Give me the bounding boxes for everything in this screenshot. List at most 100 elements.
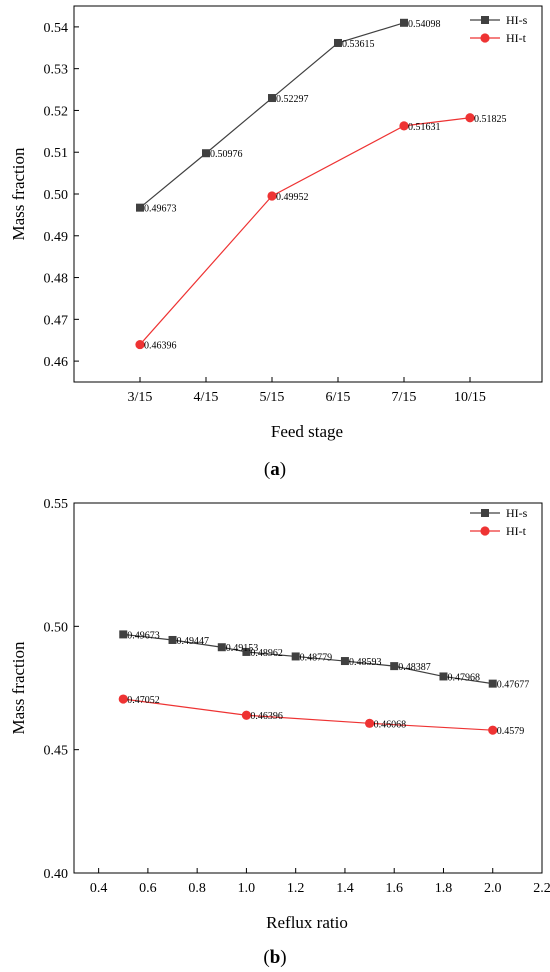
- data-point-hi-s: [291, 652, 300, 661]
- data-point-hi-s: [488, 679, 497, 688]
- chart-a-data-labels: 0.49673 0.50976 0.52297 0.53615 0.54098 0.463…: [144, 19, 507, 352]
- data-label: 0.49447: [177, 636, 210, 647]
- x-tick-label: 6/15: [326, 390, 351, 405]
- data-label: 0.49673: [144, 204, 177, 215]
- data-label: 0.48779: [300, 652, 333, 663]
- data-point-hi-s: [268, 94, 276, 103]
- series-line-hi-s: [139, 22, 405, 209]
- legend-label-hi-s: HI-s: [506, 506, 528, 520]
- chart-a-caption: (a): [264, 459, 286, 480]
- x-tick-label: 0.8: [188, 881, 206, 896]
- y-tick-label: 0.46: [44, 355, 69, 370]
- data-label: 0.48962: [250, 648, 283, 659]
- legend-marker-hi-t: [480, 526, 490, 536]
- data-point-hi-s: [242, 647, 251, 656]
- y-tick-label: 0.40: [44, 867, 69, 882]
- chart-a-legend: HI-s HI-t: [470, 13, 528, 45]
- chart-b-x-axis-title: Reflux ratio: [266, 913, 348, 932]
- data-label: 0.50976: [210, 149, 243, 160]
- chart-b-y-axis-title: Mass fraction: [9, 641, 28, 735]
- y-tick-label: 0.50: [44, 620, 69, 635]
- data-point-hi-t: [488, 725, 498, 735]
- data-point-hi-t: [118, 694, 128, 704]
- data-point-hi-s: [217, 643, 226, 652]
- chart-b-legend: HI-s HI-t: [470, 506, 528, 538]
- chart-a-x-axis-title: Feed stage: [271, 422, 343, 441]
- chart-b-y-ticks: 0.40 0.45 0.50 0.55: [44, 497, 79, 882]
- legend-marker-hi-s: [481, 509, 489, 517]
- data-label: 0.51825: [474, 114, 507, 125]
- chart-a: 0.46 0.47 0.48 0.49 0.50 0.51 0.52 0.53 0.54 3/1…: [9, 5, 543, 480]
- chart-a-series: [135, 18, 475, 350]
- data-label: 0.48387: [398, 662, 431, 673]
- y-tick-label: 0.49: [44, 230, 69, 245]
- data-label: 0.49952: [276, 192, 309, 203]
- data-point-hi-s: [340, 657, 349, 666]
- chart-a-y-axis-title: Mass fraction: [9, 147, 28, 241]
- x-tick-label: 1.8: [435, 881, 453, 896]
- y-tick-label: 0.45: [44, 744, 69, 759]
- data-label: 0.53615: [342, 39, 375, 50]
- x-tick-label: 7/15: [392, 390, 417, 405]
- data-point-hi-s: [136, 203, 144, 212]
- x-tick-label: 0.6: [139, 881, 157, 896]
- data-label: 0.51631: [408, 122, 441, 133]
- legend-label-hi-t: HI-t: [506, 524, 527, 538]
- data-label: 0.52297: [276, 94, 309, 105]
- data-label: 0.4579: [497, 726, 524, 737]
- data-label: 0.46068: [374, 719, 407, 730]
- x-tick-label: 1.0: [238, 881, 256, 896]
- x-tick-label: 1.2: [287, 881, 305, 896]
- chart-b-series: [118, 630, 498, 735]
- y-tick-label: 0.47: [44, 313, 69, 328]
- data-point-hi-s: [168, 635, 177, 644]
- data-point-hi-t: [399, 121, 409, 131]
- data-point-hi-t: [135, 339, 145, 350]
- chart-b-plot-frame: [73, 502, 543, 874]
- chart-a-x-ticks: 3/15 4/15 5/15 6/15 7/15 10/15: [128, 377, 486, 405]
- chart-b-caption: (b): [263, 947, 286, 968]
- data-label: 0.54098: [408, 19, 441, 30]
- data-label: 0.47052: [127, 695, 159, 706]
- legend-label-hi-t: HI-t: [506, 31, 527, 45]
- x-tick-label: 5/15: [260, 390, 285, 405]
- data-point-hi-t: [267, 191, 277, 201]
- data-point-hi-s: [400, 18, 408, 27]
- legend-marker-hi-s: [481, 16, 489, 24]
- data-label: 0.48593: [349, 657, 382, 668]
- y-tick-label: 0.50: [44, 188, 69, 203]
- x-tick-label: 4/15: [194, 390, 219, 405]
- chart-b: 0.40 0.45 0.50 0.55 0.4 0.6 0.8 1.0 1.2 1.4 1.6 1.…: [9, 497, 550, 968]
- x-tick-label: 2.2: [533, 881, 550, 896]
- y-tick-label: 0.48: [44, 272, 69, 287]
- data-label: 0.47677: [497, 680, 529, 691]
- x-tick-label: 0.4: [90, 881, 108, 896]
- x-tick-label: 10/15: [454, 390, 486, 405]
- y-tick-label: 0.53: [44, 63, 69, 78]
- chart-b-x-ticks: 0.4 0.6 0.8 1.0 1.2 1.4 1.6 1.8 2.0 2.2: [90, 868, 550, 896]
- data-point-hi-s: [334, 38, 342, 47]
- data-point-hi-t: [364, 718, 375, 728]
- y-tick-label: 0.52: [44, 104, 69, 119]
- series-line-hi-t: [123, 698, 493, 731]
- data-point-hi-s: [439, 672, 448, 681]
- data-label: 0.46396: [250, 711, 283, 722]
- data-label: 0.49673: [127, 630, 159, 641]
- data-point-hi-t: [465, 113, 475, 123]
- data-label: 0.46396: [144, 341, 177, 352]
- chart-a-y-ticks: 0.46 0.47 0.48 0.49 0.50 0.51 0.52 0.53 0.54: [44, 21, 79, 370]
- y-tick-label: 0.54: [44, 21, 69, 36]
- x-tick-label: 1.6: [385, 881, 403, 896]
- x-tick-label: 1.4: [336, 881, 354, 896]
- y-tick-label: 0.55: [44, 497, 69, 512]
- data-label: 0.49153: [226, 643, 259, 654]
- data-label: 0.47968: [447, 672, 480, 683]
- data-point-hi-t: [241, 710, 252, 720]
- y-tick-label: 0.51: [44, 146, 69, 161]
- data-point-hi-s: [390, 662, 399, 671]
- series-line-hi-t: [139, 117, 471, 345]
- x-tick-label: 2.0: [484, 881, 502, 896]
- data-point-hi-s: [119, 630, 128, 639]
